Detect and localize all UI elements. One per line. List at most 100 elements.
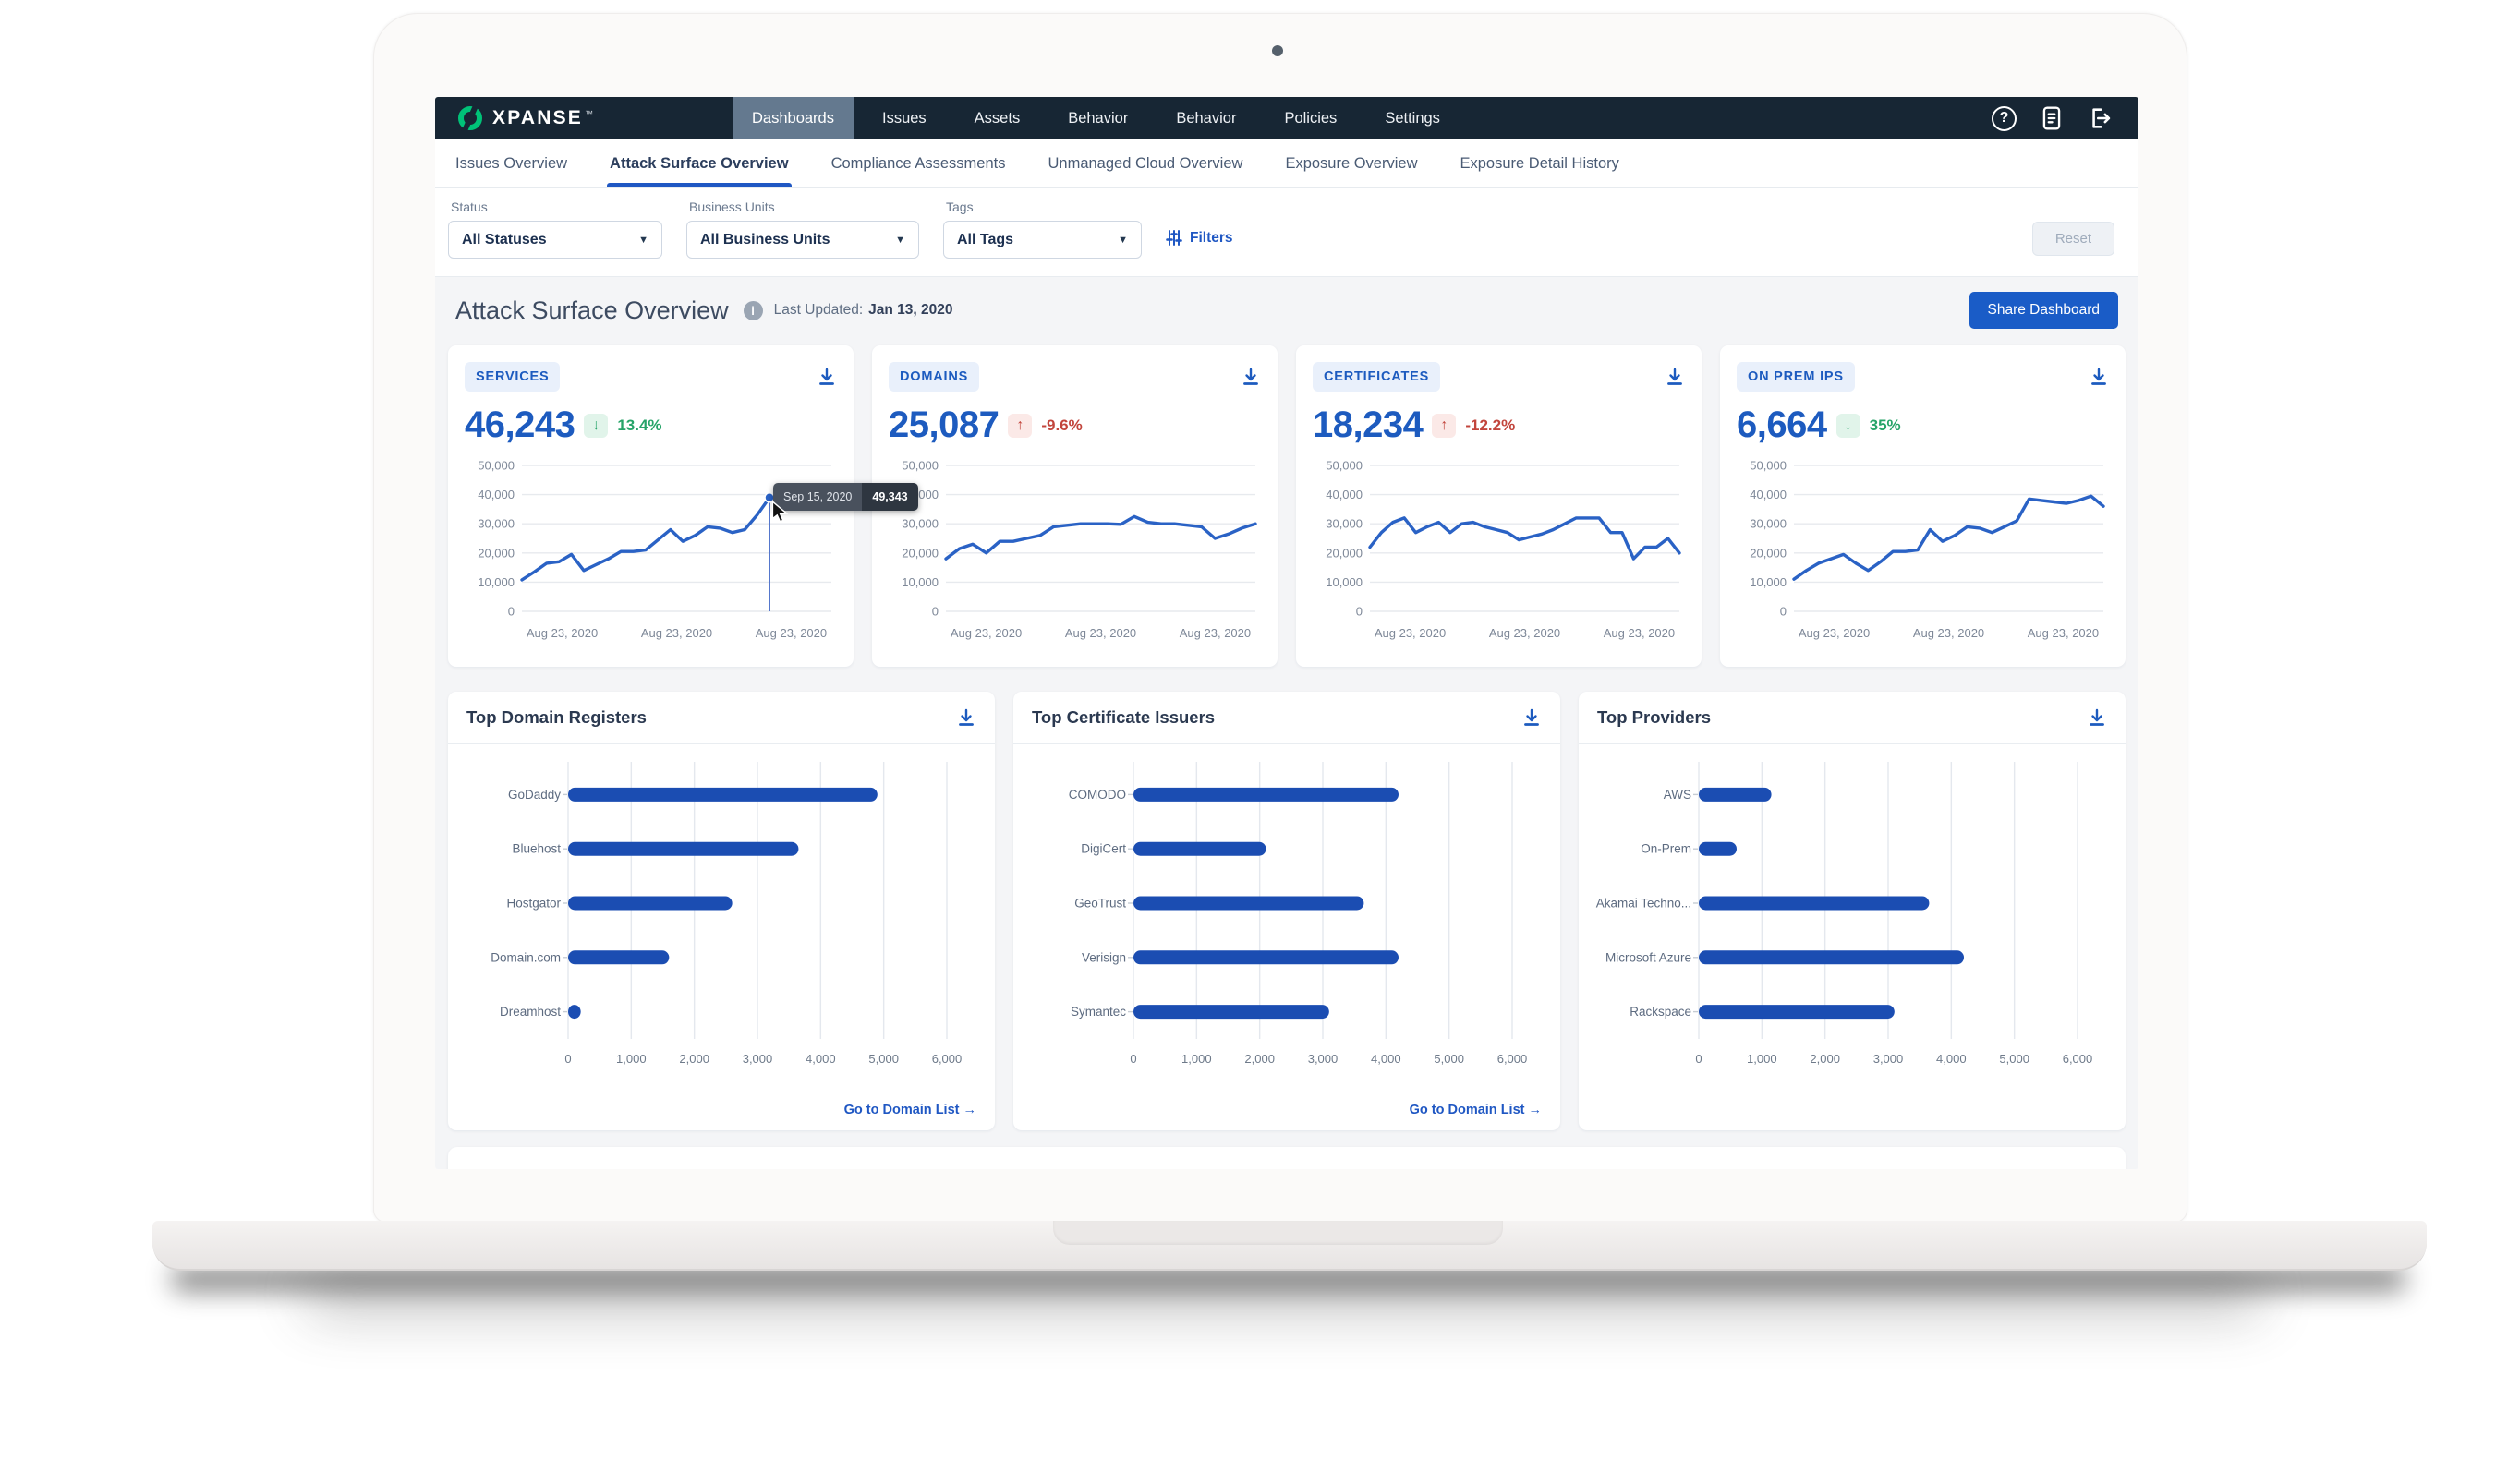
stat-label: ON PREM IPS	[1737, 362, 1855, 392]
category-bar-chart: 0 1,000 2,000 3,000 4,000 5,000 6,000 GoDaddy Bl…	[465, 753, 978, 1081]
go-to-domain-list-link[interactable]: Go to Domain List →	[1409, 1103, 1542, 1117]
laptop-frame: XPANSE ™ Dashboards Issues Assets Behavior B…	[373, 13, 2187, 1223]
stat-card-certificates: CERTIFICATES 18,234 ↑ -12.2% 0 10,000 20,0…	[1296, 345, 1702, 667]
svg-text:20,000: 20,000	[478, 546, 515, 560]
download-icon[interactable]	[1521, 707, 1542, 728]
stat-value-row: 18,234 ↑ -12.2%	[1313, 404, 1515, 446]
tab-compliance-assessments[interactable]: Compliance Assessments	[831, 139, 1006, 187]
nav-item-issues[interactable]: Issues	[863, 97, 946, 139]
stat-card-header: SERVICES	[465, 362, 837, 392]
svg-text:On-Prem: On-Prem	[1641, 842, 1691, 856]
svg-text:0: 0	[1695, 1052, 1702, 1066]
svg-text:0: 0	[1356, 605, 1363, 619]
svg-text:Aug 23, 2020: Aug 23, 2020	[1180, 626, 1251, 640]
tab-label: Issues Overview	[455, 154, 568, 172]
tags-filter-group: Tags All Tags ▼	[943, 199, 1142, 259]
nav-utilities: ?	[1992, 97, 2138, 139]
download-icon[interactable]	[1241, 367, 1261, 387]
svg-text:0: 0	[564, 1052, 571, 1066]
dashboard-header: Attack Surface Overview i Last Updated: …	[455, 277, 2118, 331]
svg-text:6,000: 6,000	[932, 1052, 963, 1066]
chart-svg: 0 1,000 2,000 3,000 4,000 5,000 6,000 GoDaddy Bl…	[491, 762, 963, 1066]
stat-card-domains: DOMAINS 25,087 ↑ -9.6% 0 10,000 20,000 30,0…	[872, 345, 1278, 667]
stat-value-row: 25,087 ↑ -9.6%	[889, 404, 1083, 446]
brand-logo[interactable]: XPANSE ™	[435, 97, 733, 139]
laptop-shadow	[171, 1267, 2406, 1291]
nav-item-dashboards[interactable]: Dashboards	[733, 97, 854, 139]
stat-card-row: SERVICES 46,243 ↓ 13.4% 0 10,000 20,000 30,…	[448, 345, 2126, 667]
svg-text:0: 0	[1780, 605, 1787, 619]
nav-item-policies[interactable]: Policies	[1265, 97, 1356, 139]
last-updated-value: Jan 13, 2020	[868, 302, 953, 318]
business-units-select[interactable]: All Business Units ▼	[686, 221, 919, 259]
change-direction-icon: ↓	[584, 413, 609, 438]
nav-item-label: Policies	[1284, 109, 1338, 127]
go-to-domain-list-link[interactable]: Go to Domain List →	[843, 1103, 976, 1117]
svg-text:Verisign: Verisign	[1082, 950, 1126, 964]
reset-button[interactable]: Reset	[2031, 222, 2114, 256]
download-icon[interactable]	[1665, 367, 1685, 387]
tags-select[interactable]: All Tags ▼	[943, 221, 1142, 259]
download-icon[interactable]	[2087, 707, 2107, 728]
tab-attack-surface-overview[interactable]: Attack Surface Overview	[607, 139, 792, 187]
svg-text:Bluehost: Bluehost	[512, 842, 561, 856]
svg-text:3,000: 3,000	[1873, 1052, 1904, 1066]
filters-link[interactable]: Filters	[1166, 229, 1233, 247]
help-icon[interactable]: ?	[1992, 105, 2017, 131]
svg-text:20,000: 20,000	[1326, 546, 1363, 560]
nav-item-assets[interactable]: Assets	[955, 97, 1040, 139]
bar-card-title: Top Certificate Issuers	[1032, 707, 1216, 727]
stat-value: 18,234	[1313, 404, 1424, 445]
svg-text:30,000: 30,000	[1326, 517, 1363, 531]
tags-select-value: All Tags	[957, 231, 1014, 247]
nav-item-behavior[interactable]: Behavior	[1048, 97, 1147, 139]
tab-label: Exposure Overview	[1285, 154, 1418, 172]
laptop-base	[152, 1221, 2427, 1271]
stat-card-services: SERVICES 46,243 ↓ 13.4% 0 10,000 20,000 30,…	[448, 345, 918, 667]
svg-text:1,000: 1,000	[616, 1052, 647, 1066]
svg-text:3,000: 3,000	[1308, 1052, 1339, 1066]
download-icon[interactable]	[956, 707, 976, 728]
trend-chart: 0 10,000 20,000 30,000 40,000 50,000 Aug 23, 2…	[1737, 454, 2109, 648]
svg-text:10,000: 10,000	[478, 575, 515, 589]
svg-text:30,000: 30,000	[902, 517, 939, 531]
svg-text:1,000: 1,000	[1181, 1052, 1212, 1066]
release-notes-icon[interactable]	[2040, 105, 2064, 131]
business-units-select-value: All Business Units	[700, 231, 830, 247]
laptop-base-notch	[1053, 1221, 1503, 1245]
download-icon[interactable]	[817, 367, 837, 387]
download-icon[interactable]	[2089, 367, 2109, 387]
svg-text:Aug 23, 2020: Aug 23, 2020	[1489, 626, 1560, 640]
info-icon[interactable]: i	[743, 300, 763, 320]
svg-text:6,000: 6,000	[2063, 1052, 2093, 1066]
share-dashboard-button[interactable]: Share Dashboard	[1969, 292, 2118, 329]
svg-text:50,000: 50,000	[902, 459, 939, 473]
page-title: Attack Surface Overview	[455, 296, 729, 324]
xpanse-logo-icon	[458, 105, 482, 131]
nav-item-settings[interactable]: Settings	[1365, 97, 1460, 139]
tab-exposure-detail-history[interactable]: Exposure Detail History	[1460, 139, 1619, 187]
business-units-filter-label: Business Units	[689, 199, 775, 214]
brand-name: XPANSE	[492, 107, 583, 128]
svg-text:20,000: 20,000	[902, 546, 939, 560]
stat-label: DOMAINS	[889, 362, 980, 392]
tab-exposure-overview[interactable]: Exposure Overview	[1285, 139, 1417, 187]
category-bar-chart: 0 1,000 2,000 3,000 4,000 5,000 6,000 AWS On-Pre…	[1595, 753, 2109, 1081]
chevron-down-icon: ▼	[638, 234, 648, 246]
last-updated-label: Last Updated:	[773, 302, 864, 318]
svg-text:DigiCert: DigiCert	[1081, 842, 1126, 856]
svg-text:3,000: 3,000	[743, 1052, 773, 1066]
tab-unmanaged-cloud-overview[interactable]: Unmanaged Cloud Overview	[1048, 139, 1242, 187]
webcam-dot	[1272, 45, 1283, 56]
tab-issues-overview[interactable]: Issues Overview	[455, 139, 567, 187]
svg-text:COMODO: COMODO	[1069, 788, 1126, 802]
nav-item-behavior[interactable]: Behavior	[1157, 97, 1255, 139]
logout-icon[interactable]	[2087, 105, 2113, 131]
status-select[interactable]: All Statuses ▼	[448, 221, 662, 259]
svg-text:40,000: 40,000	[1750, 488, 1787, 501]
stat-label: CERTIFICATES	[1313, 362, 1441, 392]
